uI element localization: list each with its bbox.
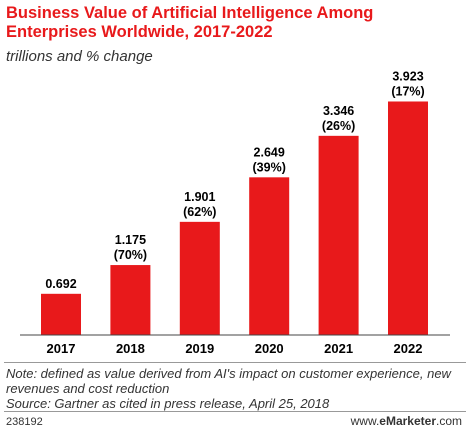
footer-divider	[4, 362, 466, 363]
x-tick-2022: 2022	[394, 341, 423, 356]
value-label-2021: 3.346	[323, 104, 354, 118]
bar-2021	[318, 135, 359, 335]
bar-2020	[249, 177, 290, 335]
change-label-2020: (39%)	[253, 160, 286, 174]
change-label-2022: (17%)	[391, 84, 424, 98]
brand-name: eMarketer	[379, 414, 436, 428]
bar-2018	[110, 265, 151, 335]
chart-id: 238192	[6, 416, 43, 428]
x-tick-2021: 2021	[324, 341, 353, 356]
value-label-2022: 3.923	[392, 69, 423, 83]
emarketer-logo: www.eMarketer.com	[351, 414, 462, 428]
brand-suffix: .com	[435, 414, 462, 428]
change-label-2021: (26%)	[322, 119, 355, 133]
value-label-2020: 2.649	[254, 145, 285, 159]
chart-title: Business Value of Artificial Intelligenc…	[6, 4, 374, 41]
x-tick-2019: 2019	[185, 341, 214, 356]
change-label-2019: (62%)	[183, 205, 216, 219]
x-tick-2018: 2018	[116, 341, 145, 356]
value-label-2017: 0.692	[45, 277, 76, 291]
value-label-2019: 1.901	[184, 190, 215, 204]
change-label-2018: (70%)	[114, 248, 147, 262]
bar-2022	[388, 101, 428, 335]
chart-subtitle: trillions and % change	[6, 48, 153, 65]
bottom-divider	[4, 411, 466, 412]
x-tick-2020: 2020	[255, 341, 284, 356]
footnote: Note: defined as value derived from AI's…	[6, 366, 466, 411]
bar-2019	[179, 221, 220, 335]
note-text: Note: defined as value derived from AI's…	[6, 366, 451, 396]
bar-chart: 0.692 2017 1.175(70%) 2018 1.901(62%) 2019 2.6…	[20, 69, 450, 356]
source-text: Source: Gartner as cited in press releas…	[6, 396, 330, 411]
bar-2017	[41, 293, 81, 335]
value-label-2018: 1.175	[115, 233, 146, 247]
x-tick-2017: 2017	[47, 341, 76, 356]
brand-prefix: www.	[350, 414, 380, 428]
